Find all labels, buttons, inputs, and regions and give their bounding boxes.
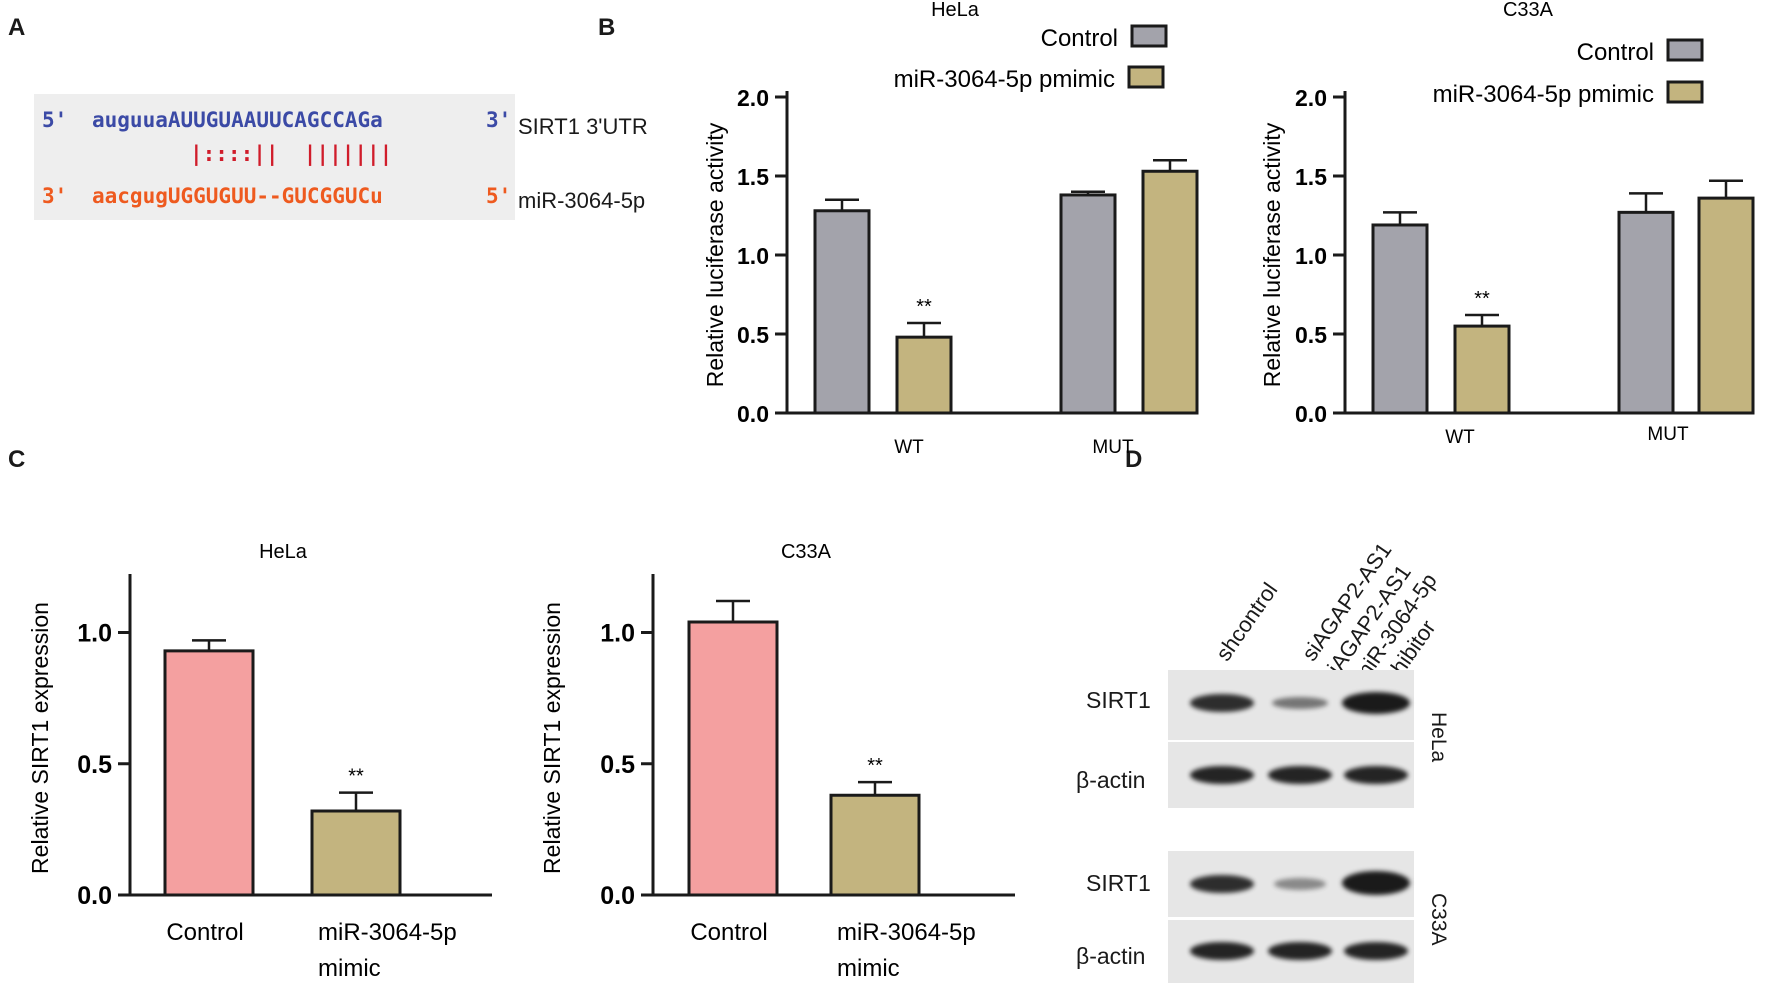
blot-band <box>1190 766 1254 784</box>
significance-label: ** <box>348 766 364 788</box>
base-pairs: |::::|| ||||||| <box>190 142 393 166</box>
y-tick-label: 2.0 <box>737 85 769 111</box>
y-tick-label: 1.5 <box>737 164 769 190</box>
bar <box>310 809 402 897</box>
y-tick-label: 2.0 <box>1295 85 1327 111</box>
blot-strip <box>1168 670 1414 740</box>
blot-band <box>1342 692 1410 714</box>
blot-band <box>1190 694 1254 712</box>
x-tick-label: WT <box>1445 427 1475 448</box>
y-tick-label: 1.0 <box>77 620 112 648</box>
bar <box>687 620 779 897</box>
chart-title: C33A <box>781 541 832 563</box>
y-axis-label: Relative luciferase activity <box>1259 122 1285 387</box>
panel-label-d: D <box>1125 446 1143 473</box>
y-tick-label: 0.5 <box>737 322 769 348</box>
x-tick-label: miR-3064-5p <box>318 919 457 946</box>
x-tick-label: mimic <box>837 955 900 982</box>
significance-label: ** <box>916 296 932 318</box>
bar <box>829 793 921 897</box>
chart-title: HeLa <box>259 541 308 563</box>
blot-band <box>1272 697 1328 709</box>
chart-title: C33A <box>1503 0 1554 21</box>
top-prime-5: 5' <box>42 108 68 132</box>
blot-band <box>1268 766 1332 784</box>
y-tick-label: 0.0 <box>600 882 635 910</box>
legend-label: miR-3064-5p pmimic <box>1433 81 1654 108</box>
blot-row-label: SIRT1 <box>1086 687 1151 713</box>
top-sequence: auguuaAUUGUAAUUCAGCCAGa <box>92 108 383 132</box>
blot-band <box>1344 766 1408 784</box>
legend-label: Control <box>1577 39 1654 66</box>
x-tick-label: Control <box>166 919 243 946</box>
bar <box>163 649 255 897</box>
bar <box>895 335 953 415</box>
sirt1-utr-label: SIRT1 3'UTR <box>518 114 648 139</box>
x-tick-label: mimic <box>318 955 381 982</box>
cell-line-label: C33A <box>1427 893 1450 946</box>
y-tick-label: 1.0 <box>1295 243 1327 269</box>
blot-row-label: SIRT1 <box>1086 870 1151 896</box>
bottom-prime-3: 3' <box>42 184 68 208</box>
legend-swatch <box>1666 38 1704 62</box>
top-prime-3: 3' <box>486 108 512 132</box>
x-tick-label: miR-3064-5p <box>837 919 976 946</box>
bar <box>1141 169 1199 415</box>
bar <box>1697 196 1755 415</box>
mir-label: miR-3064-5p <box>518 188 646 213</box>
legend-label: miR-3064-5p pmimic <box>894 66 1115 93</box>
y-tick-label: 0.0 <box>77 882 112 910</box>
blot-band <box>1190 875 1254 893</box>
y-tick-label: 0.0 <box>737 401 769 427</box>
significance-label: ** <box>867 755 883 777</box>
bar <box>1059 193 1117 415</box>
legend-swatch <box>1130 24 1168 48</box>
blot-strip <box>1168 742 1414 808</box>
x-tick-label: MUT <box>1092 437 1134 458</box>
y-tick-label: 0.5 <box>1295 322 1327 348</box>
x-tick-label: MUT <box>1647 424 1689 445</box>
alignment-box <box>34 94 515 220</box>
blot-strip <box>1168 920 1414 983</box>
blot-band <box>1268 942 1332 960</box>
legend-swatch <box>1666 80 1704 104</box>
y-axis-label: Relative SIRT1 expression <box>27 602 53 874</box>
panel-label-c: C <box>8 446 26 473</box>
bar <box>1453 324 1511 415</box>
y-tick-label: 0.5 <box>77 751 112 779</box>
blot-band <box>1274 878 1326 890</box>
bar <box>813 209 871 415</box>
blot-band <box>1190 942 1254 960</box>
y-tick-label: 1.0 <box>737 243 769 269</box>
bar <box>1617 210 1675 415</box>
legend-swatch <box>1127 65 1165 89</box>
blot-row-label: β-actin <box>1076 767 1146 793</box>
panel-label-a: A <box>8 14 26 41</box>
blot-strip <box>1168 851 1414 917</box>
panel-label-b: B <box>598 14 616 41</box>
blot-band <box>1344 942 1408 960</box>
legend-label: Control <box>1041 25 1118 52</box>
y-axis-label: Relative luciferase activity <box>702 122 728 387</box>
bar <box>1371 223 1429 415</box>
y-tick-label: 1.0 <box>600 620 635 648</box>
bottom-sequence: aacgugUGGUGUU--GUCGGUCu <box>92 184 383 208</box>
cell-line-label: HeLa <box>1427 712 1450 763</box>
y-tick-label: 1.5 <box>1295 164 1327 190</box>
significance-label: ** <box>1474 288 1490 310</box>
y-axis-label: Relative SIRT1 expression <box>539 602 565 874</box>
y-tick-label: 0.5 <box>600 751 635 779</box>
y-tick-label: 0.0 <box>1295 401 1327 427</box>
bottom-prime-5: 5' <box>486 184 512 208</box>
chart-title: HeLa <box>931 0 980 21</box>
blot-band <box>1342 871 1410 895</box>
blot-row-label: β-actin <box>1076 943 1146 969</box>
x-tick-label: WT <box>894 437 924 458</box>
x-tick-label: Control <box>690 919 767 946</box>
